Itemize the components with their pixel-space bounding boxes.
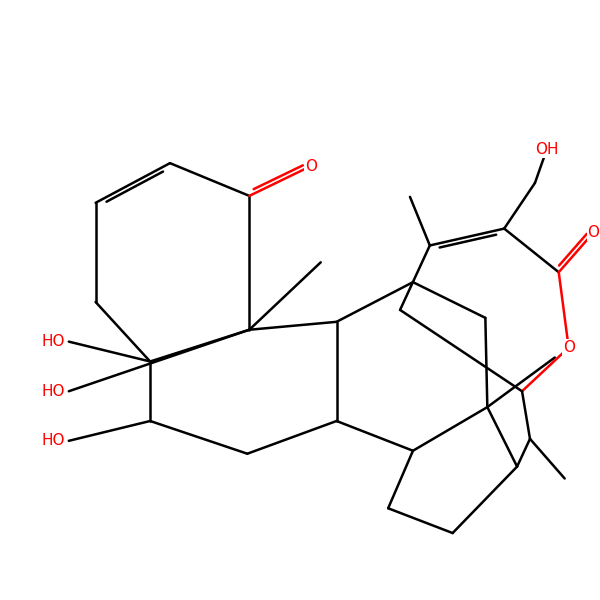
Text: HO: HO — [41, 384, 65, 399]
Text: HO: HO — [41, 433, 65, 448]
Text: OH: OH — [535, 142, 559, 157]
Text: O: O — [587, 225, 599, 240]
Text: HO: HO — [41, 334, 65, 349]
Text: O: O — [563, 340, 575, 355]
Text: O: O — [305, 158, 317, 173]
